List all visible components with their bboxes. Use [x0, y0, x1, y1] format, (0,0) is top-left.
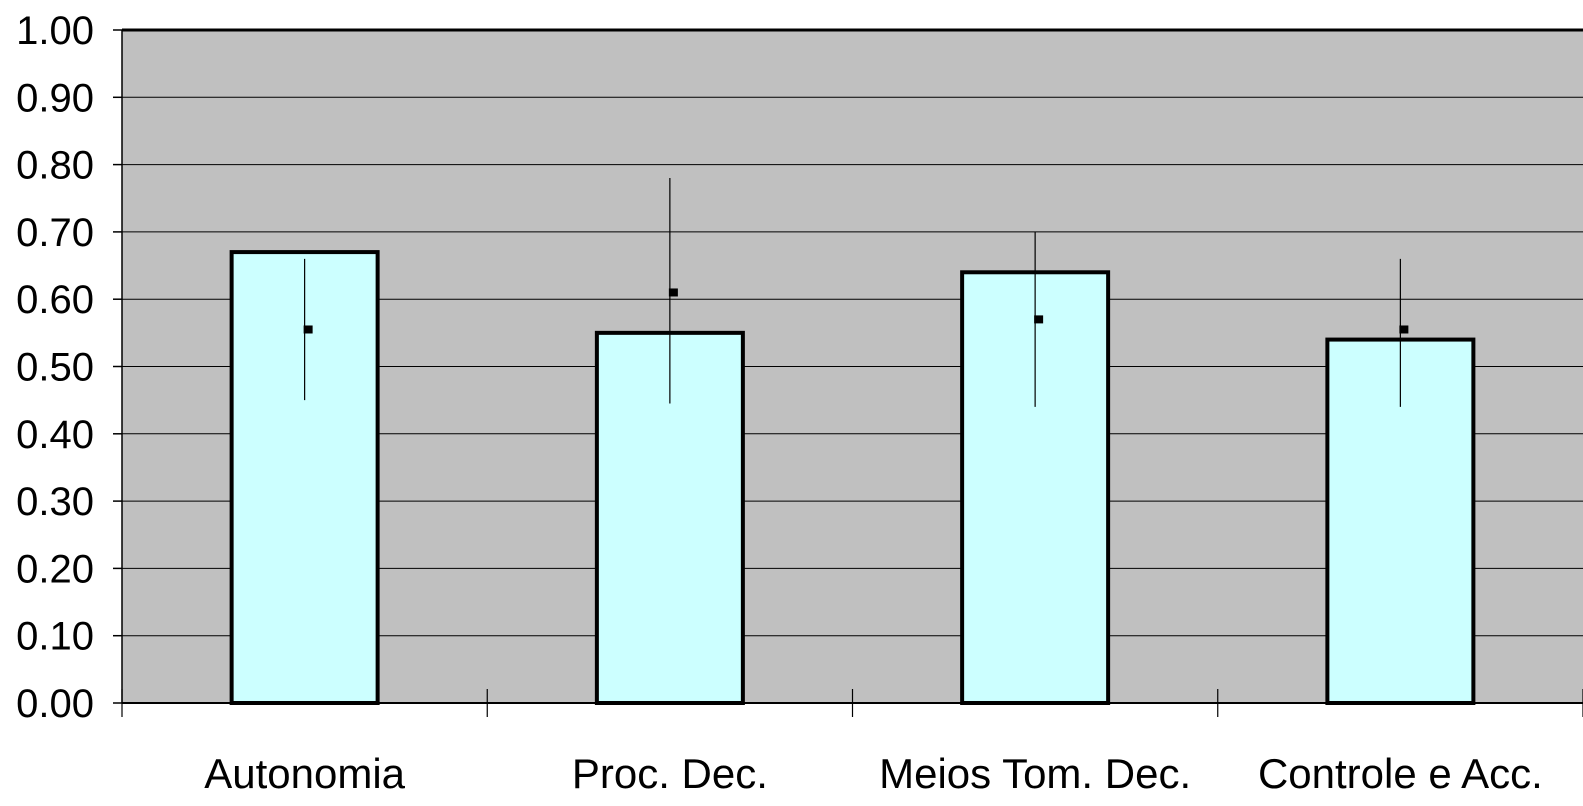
x-tick-label: Autonomia [204, 750, 405, 797]
y-axis-ticks: 0.00 0.10 0.20 0.30 0.40 0.50 0.60 0.70 0.80 0.90… [16, 9, 122, 726]
y-tick-label: 1.00 [16, 9, 94, 53]
x-tick-label: Meios Tom. Dec. [879, 750, 1191, 797]
y-tick-label: 0.20 [16, 547, 94, 591]
y-tick-label: 0.50 [16, 346, 94, 390]
bars [229, 250, 1476, 705]
y-tick-label: 0.70 [16, 211, 94, 255]
x-tick-label: Controle e Acc. [1258, 750, 1543, 797]
y-tick-label: 0.90 [16, 76, 94, 120]
x-tick-label: Proc. Dec. [572, 750, 768, 797]
point-marker [668, 288, 678, 297]
range-markers [303, 178, 1409, 407]
point-marker [1399, 325, 1409, 334]
y-tick-label: 0.80 [16, 144, 94, 188]
y-tick-label: 0.40 [16, 413, 94, 457]
y-tick-label: 0.60 [16, 278, 94, 322]
point-marker [1034, 315, 1044, 324]
point-marker [303, 325, 313, 334]
y-tick-label: 0.30 [16, 480, 94, 524]
y-tick-label: 0.00 [16, 682, 94, 726]
x-axis-ticks: Autonomia Proc. Dec. Meios Tom. Dec. Contro… [121, 689, 1583, 797]
y-tick-label: 0.10 [16, 615, 94, 659]
